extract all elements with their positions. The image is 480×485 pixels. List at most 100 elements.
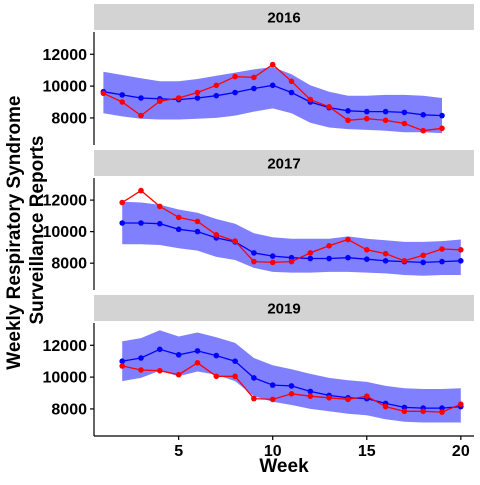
observed-point-2016-w15 <box>364 115 370 122</box>
expected-point-2019-w17 <box>401 404 408 411</box>
expected-point-2017-w19 <box>439 258 445 265</box>
expected-point-2017-w14 <box>345 254 351 261</box>
strip-label-2019: 2019 <box>267 301 300 318</box>
observed-point-2019-w4 <box>157 367 163 374</box>
y-tick-label-2019-10000: 10000 <box>43 370 88 387</box>
expected-point-2017-w12 <box>307 255 314 262</box>
expected-point-2019-w7 <box>213 352 220 359</box>
strip-2017 <box>94 150 474 176</box>
observed-point-2016-w8 <box>232 73 238 80</box>
observed-point-2017-w20 <box>458 247 464 253</box>
y-tick-label-2019-12000: 12000 <box>43 338 88 355</box>
y-tick-label-2016-10000: 10000 <box>43 79 88 96</box>
observed-point-2019-w11 <box>288 391 295 397</box>
observed-point-2016-w10 <box>269 61 276 68</box>
observed-point-2019-w3 <box>138 367 144 373</box>
expected-point-2016-w17 <box>401 109 408 116</box>
expected-point-2016-w15 <box>364 108 370 115</box>
observed-point-2017-w16 <box>382 250 389 257</box>
observed-point-2017-w5 <box>175 214 182 221</box>
y-tick-label-2017-12000: 12000 <box>43 193 88 210</box>
observed-point-2017-w17 <box>401 258 408 264</box>
expected-point-2019-w12 <box>307 388 314 395</box>
panel-2017: 2017 8000 10000 12000 <box>43 150 474 290</box>
observed-point-2016-w1 <box>100 90 107 97</box>
observed-point-2017-w8 <box>232 238 238 244</box>
expected-point-2016-w19 <box>439 112 445 119</box>
observed-point-2016-w16 <box>382 117 389 124</box>
band-2019 <box>122 330 461 423</box>
expected-point-2019-w4 <box>157 346 163 353</box>
observed-point-2019-w18 <box>420 408 427 415</box>
observed-point-2019-w20 <box>458 401 464 408</box>
x-axis-title: Week <box>259 456 309 477</box>
observed-point-2017-w12 <box>307 250 314 256</box>
observed-point-2017-w4 <box>157 203 163 210</box>
observed-point-2017-w15 <box>364 247 370 253</box>
expected-point-2016-w10 <box>269 82 276 89</box>
strip-2016 <box>94 4 474 30</box>
observed-point-2016-w7 <box>213 82 220 89</box>
y-tick-label-2019-8000: 8000 <box>51 401 87 418</box>
observed-point-2019-w7 <box>213 373 220 380</box>
expected-point-2017-w16 <box>382 258 389 264</box>
y-axis-title-line-2: Surveillance Reports <box>27 135 48 324</box>
x-tick-label-20: 20 <box>452 443 470 460</box>
panel-2019: 2019 8000 10000 12000 <box>43 295 474 436</box>
y-axis-title-line-1: Weekly Respiratory Syndrome <box>4 96 25 370</box>
observed-point-2016-w6 <box>194 89 201 96</box>
observed-point-2017-w18 <box>420 252 427 259</box>
expected-point-2017-w9 <box>251 250 257 256</box>
observed-point-2016-w14 <box>345 117 351 124</box>
observed-point-2017-w10 <box>269 259 276 266</box>
expected-point-2019-w6 <box>194 348 201 354</box>
band-2017 <box>122 201 461 276</box>
expected-point-2017-w5 <box>175 226 182 233</box>
strip-label-2017: 2017 <box>267 156 300 173</box>
observed-point-2016-w17 <box>401 120 408 127</box>
observed-point-2016-w4 <box>157 98 163 104</box>
observed-point-2017-w13 <box>326 243 332 249</box>
expected-point-2019-w8 <box>232 358 238 365</box>
expected-point-2017-w2 <box>119 220 125 226</box>
observed-point-2019-w5 <box>175 371 182 378</box>
x-tick-label-15: 15 <box>358 443 376 460</box>
expected-point-2019-w11 <box>288 383 295 389</box>
observed-point-2016-w2 <box>119 99 125 105</box>
expected-point-2019-w3 <box>138 355 144 361</box>
panel-2016: 2016 8000 10000 12000 <box>43 4 474 145</box>
strip-2019 <box>94 295 474 321</box>
observed-point-2017-w6 <box>194 218 201 225</box>
expected-point-2019-w19 <box>439 405 445 411</box>
expected-point-2019-w2 <box>119 358 125 365</box>
expected-point-2017-w15 <box>364 256 370 263</box>
observed-point-2016-w5 <box>175 95 182 101</box>
observed-point-2019-w15 <box>364 393 370 400</box>
expected-point-2016-w11 <box>288 89 295 96</box>
observed-point-2017-w19 <box>439 246 445 252</box>
panels-layer: 2016800010000120002017800010000120002019… <box>43 4 474 436</box>
observed-point-2019-w19 <box>439 409 445 415</box>
expected-point-2017-w20 <box>458 258 464 264</box>
observed-point-2019-w13 <box>326 395 332 401</box>
observed-point-2019-w10 <box>269 396 276 403</box>
observed-point-2016-w13 <box>326 104 332 110</box>
observed-point-2016-w19 <box>439 125 445 132</box>
expected-point-2016-w6 <box>194 95 201 101</box>
y-tick-label-2017-8000: 8000 <box>51 256 87 273</box>
expected-point-2017-w10 <box>269 253 276 259</box>
observed-point-2017-w7 <box>213 232 220 238</box>
strip-label-2016: 2016 <box>267 10 300 27</box>
expected-point-2017-w4 <box>157 220 163 227</box>
expected-point-2017-w18 <box>420 259 427 266</box>
observed-point-2019-w16 <box>382 403 389 410</box>
expected-point-2017-w3 <box>138 220 144 226</box>
observed-point-2017-w11 <box>288 258 295 265</box>
observed-point-2017-w3 <box>138 187 144 194</box>
expected-point-2017-w11 <box>288 254 295 261</box>
observed-point-2016-w18 <box>420 127 427 134</box>
observed-point-2019-w8 <box>232 373 238 380</box>
y-tick-label-2017-10000: 10000 <box>43 224 88 241</box>
